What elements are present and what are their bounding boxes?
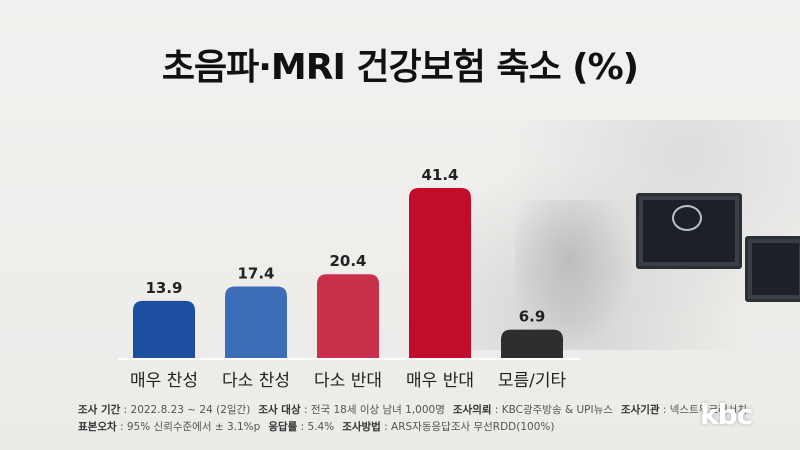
background-scan-image [672, 205, 702, 231]
footer-line2-item-2: 응답률 : 5.4% [268, 421, 335, 433]
category-label-5: 모름/기타 [498, 371, 567, 391]
kbc-logo: kbc [700, 398, 753, 431]
chart-title: 초음파·MRI 건강보험 축소 (%) [161, 47, 639, 88]
bar-5 [501, 329, 563, 358]
footer-line2-item-1: 표본오차 : 95% 신뢰수준에서 ± 3.1%p [78, 421, 261, 433]
value-label-5: 6.9 [519, 308, 546, 326]
bar-2 [225, 286, 287, 358]
footer-line1-item-3: 조사의뢰 : KBC광주방송 & UPI뉴스 [452, 404, 613, 416]
background-monitor-2 [745, 236, 800, 302]
category-label-3: 다소 반대 [314, 371, 382, 391]
category-label-1: 매우 찬성 [130, 371, 198, 391]
bar-1 [133, 300, 195, 358]
category-label-4: 매우 반대 [406, 371, 474, 391]
survey-footer: 조사 기간 : 2022.8.23 ~ 24 (2일간) 조사 대상 : 전국 1… [78, 402, 755, 436]
value-label-4: 41.4 [421, 166, 458, 184]
bar-3 [317, 274, 379, 358]
value-label-2: 17.4 [237, 265, 274, 283]
value-label-1: 13.9 [145, 279, 182, 297]
category-label-2: 다소 찬성 [222, 371, 290, 391]
footer-line-2: 표본오차 : 95% 신뢰수준에서 ± 3.1%p 응답률 : 5.4% 조사방법 … [78, 419, 755, 436]
bar-4 [409, 188, 471, 358]
footer-line1-item-1: 조사 기간 : 2022.8.23 ~ 24 (2일간) [78, 404, 251, 416]
background-monitor [636, 193, 742, 269]
footer-line2-item-3: 조사방법 : ARS자동응답조사 무선RDD(100%) [342, 421, 555, 433]
background-person [515, 200, 635, 350]
value-label-3: 20.4 [329, 252, 366, 270]
footer-line1-item-2: 조사 대상 : 전국 18세 이상 남녀 1,000명 [258, 404, 445, 416]
footer-line1-item-4: 조사기관 : 넥스트위크리서치 [620, 404, 748, 416]
footer-line-1: 조사 기간 : 2022.8.23 ~ 24 (2일간) 조사 대상 : 전국 1… [78, 402, 755, 419]
